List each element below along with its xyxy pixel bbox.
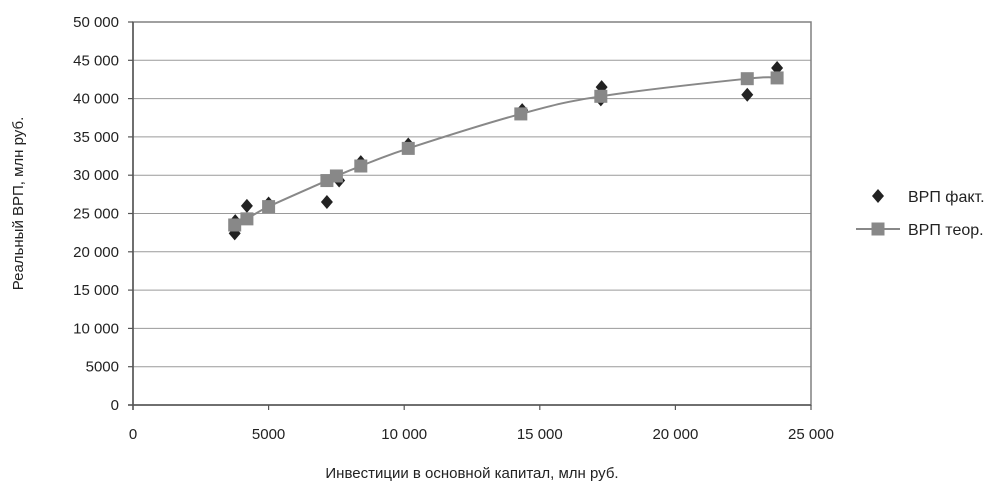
axes xyxy=(128,21,812,410)
y-tick-label-0: 0 xyxy=(111,397,119,414)
y-tick-label-5: 25 000 xyxy=(73,206,119,223)
series-1-point-7 xyxy=(514,107,528,121)
series-0-point-4 xyxy=(320,195,333,210)
series-1-point-10 xyxy=(770,71,784,85)
x-tick-label-2: 10 000 xyxy=(381,426,427,443)
y-axis-title: Реальный ВРП, млн руб. xyxy=(10,117,27,290)
series-0-point-2 xyxy=(240,198,253,213)
x-tick-label-0: 0 xyxy=(129,426,137,443)
series-1-point-0 xyxy=(228,218,242,232)
legend-item-0: ВРП факт. xyxy=(872,189,985,206)
x-tick-label-5: 25 000 xyxy=(788,426,834,443)
series-layer xyxy=(228,60,784,241)
legend-label-1: ВРП теор. xyxy=(908,222,984,239)
series-1-point-9 xyxy=(740,72,754,86)
gridlines xyxy=(133,21,811,368)
y-tick-label-7: 35 000 xyxy=(73,129,119,146)
y-tick-label-8: 40 000 xyxy=(73,91,119,108)
series-1-point-2 xyxy=(262,200,276,214)
x-tick-label-3: 15 000 xyxy=(517,426,563,443)
legend: ВРП факт. ВРП теор. xyxy=(856,189,985,239)
y-tick-label-3: 15 000 xyxy=(73,282,119,299)
x-axis-title: Инвестиции в основной капитал, млн руб. xyxy=(325,465,618,482)
series-1-line xyxy=(234,76,778,226)
y-tick-label-1: 5000 xyxy=(86,359,119,376)
x-axis-tick-labels: 0 5000 10 000 15 000 20 000 25 000 xyxy=(129,426,834,443)
y-tick-label-2: 10 000 xyxy=(73,320,119,337)
x-tick-label-4: 20 000 xyxy=(652,426,698,443)
legend-label-0: ВРП факт. xyxy=(908,189,985,206)
y-tick-label-9: 45 000 xyxy=(73,52,119,69)
legend-marker-1 xyxy=(871,222,885,236)
series-1-point-4 xyxy=(329,169,343,183)
legend-item-1: ВРП теор. xyxy=(856,222,984,239)
series-0-point-11 xyxy=(741,87,754,102)
y-tick-label-6: 30 000 xyxy=(73,167,119,184)
series-1 xyxy=(228,71,784,232)
series-1-point-1 xyxy=(240,212,254,226)
y-tick-label-10: 50 000 xyxy=(73,14,119,31)
series-1-point-5 xyxy=(354,159,368,173)
series-1-point-8 xyxy=(594,89,608,103)
x-tick-label-1: 5000 xyxy=(252,426,285,443)
y-tick-label-4: 20 000 xyxy=(73,244,119,261)
legend-marker-0 xyxy=(872,189,884,203)
y-axis-tick-labels: 0 5000 10 000 15 000 20 000 25 000 30 000 35 00… xyxy=(73,14,119,414)
series-1-point-6 xyxy=(401,141,415,155)
